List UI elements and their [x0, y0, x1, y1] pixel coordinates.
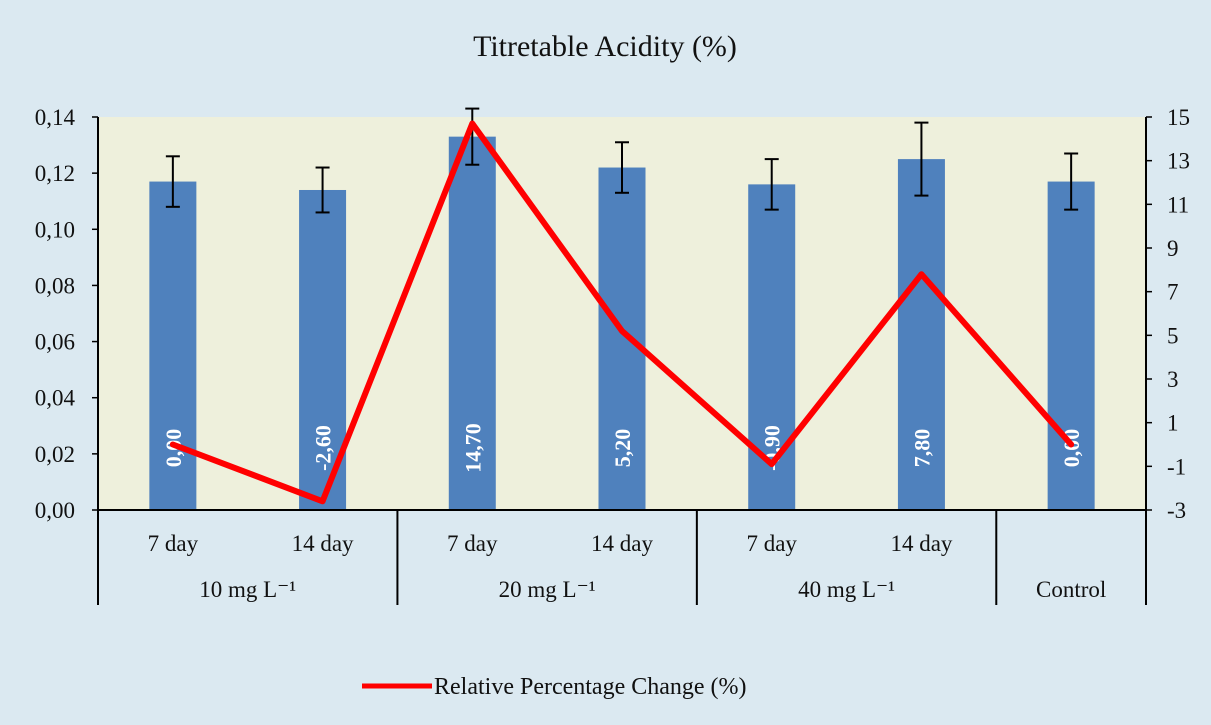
- bar: [598, 167, 646, 510]
- y-left-tick-label: 0,04: [35, 386, 76, 411]
- legend-label: Relative Percentage Change (%): [434, 674, 747, 700]
- bar: [897, 159, 945, 510]
- y-right-tick-label: 11: [1167, 192, 1189, 217]
- x-category-label: 7 day: [447, 531, 498, 556]
- x-group-label: 10 mg L⁻¹: [199, 577, 296, 602]
- data-label: 5,20: [610, 429, 635, 468]
- y-right-tick-label: 5: [1167, 323, 1179, 348]
- y-right-tick-label: -3: [1167, 498, 1186, 523]
- y-left-tick-label: 0,02: [35, 442, 75, 467]
- x-category-label: 7 day: [148, 531, 199, 556]
- y-left-tick-label: 0,10: [35, 217, 75, 242]
- y-right-tick-label: 15: [1167, 105, 1190, 130]
- x-group-label: 40 mg L⁻¹: [798, 577, 895, 602]
- chart-title: Titretable Acidity (%): [473, 30, 737, 63]
- y-right-tick-label: 3: [1167, 367, 1179, 392]
- y-right-tick-label: 1: [1167, 411, 1179, 436]
- y-right-tick-label: 13: [1167, 149, 1190, 174]
- line-point: [322, 500, 324, 502]
- y-right-tick-label: 9: [1167, 236, 1179, 261]
- x-category-label: 7 day: [746, 531, 797, 556]
- data-label: 14,70: [460, 423, 485, 473]
- line-point: [621, 330, 623, 332]
- bar: [448, 136, 496, 510]
- x-category-label: 14 day: [591, 531, 653, 556]
- bar: [149, 181, 197, 511]
- y-left-tick-label: 0,06: [35, 330, 75, 355]
- line-point: [920, 273, 922, 275]
- data-label: 7,80: [909, 429, 934, 468]
- y-right-tick-label: 7: [1167, 280, 1179, 305]
- x-category-label: 14 day: [292, 531, 354, 556]
- x-group-label: 20 mg L⁻¹: [499, 577, 596, 602]
- data-label: -2,60: [311, 425, 336, 471]
- y-right-tick-label: -1: [1167, 454, 1186, 479]
- line-point: [1070, 444, 1072, 445]
- line-point: [172, 444, 174, 445]
- y-left-tick-label: 0,00: [35, 498, 75, 523]
- y-left-tick-label: 0,12: [35, 161, 75, 186]
- y-left-tick-label: 0,14: [35, 105, 76, 130]
- x-group-label: Control: [1036, 577, 1106, 602]
- bar: [748, 184, 796, 510]
- line-point: [471, 123, 473, 125]
- x-category-label: 14 day: [890, 531, 952, 556]
- y-left-tick-label: 0,08: [35, 273, 75, 298]
- line-point: [771, 463, 773, 465]
- bar: [1047, 181, 1095, 511]
